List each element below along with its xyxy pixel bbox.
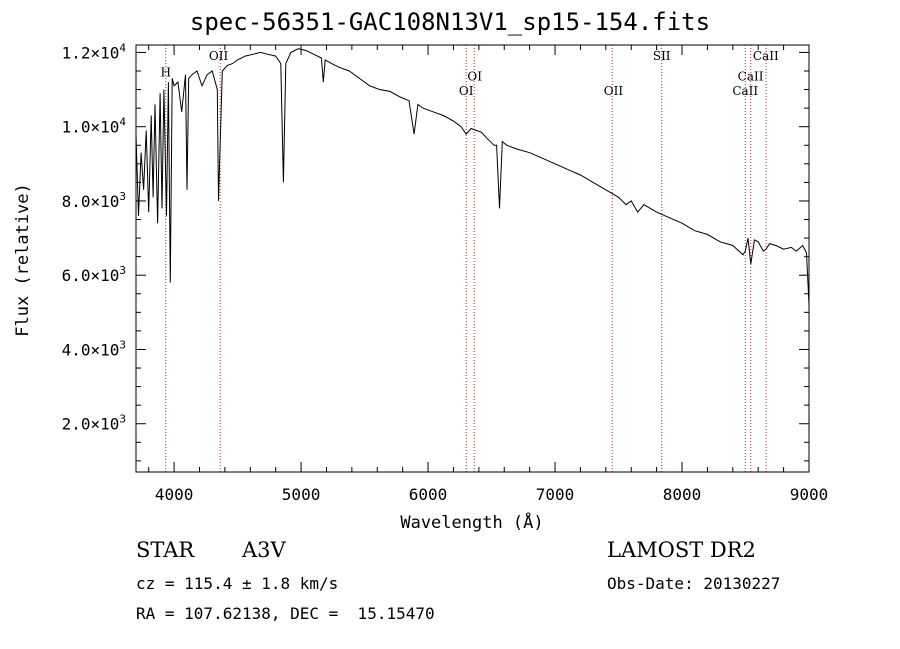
- chart-title: spec-56351-GAC108N13V1_sp15-154.fits: [189, 8, 711, 36]
- y-tick-label: 1.2×104: [62, 41, 127, 62]
- line-annotation: CaII: [732, 84, 758, 98]
- line-annotation: OI: [467, 69, 482, 83]
- x-tick-label: 5000: [282, 485, 321, 504]
- subclass: A3V: [242, 538, 286, 562]
- obs-date: Obs-Date: 20130227: [607, 574, 781, 593]
- line-markers: [165, 45, 767, 472]
- survey-name: LAMOST DR2: [607, 538, 756, 562]
- line-annotation: OII: [209, 49, 229, 63]
- x-tick-label: 4000: [155, 485, 194, 504]
- y-tick-label: 6.0×103: [62, 264, 126, 285]
- x-tick-label: 6000: [409, 485, 448, 504]
- line-annotation: H: [160, 66, 170, 80]
- spectrum-line: [135, 48, 810, 305]
- y-tick-label: 4.0×103: [62, 338, 126, 359]
- line-annotation: OI: [459, 84, 474, 98]
- line-annotation: SII: [653, 49, 671, 63]
- plot-frame: [135, 44, 810, 473]
- x-tick-label: 9000: [790, 485, 829, 504]
- object-class: STAR: [136, 538, 195, 562]
- y-axis-label: Flux (relative): [13, 183, 33, 337]
- y-tick-label: 1.0×104: [62, 116, 127, 137]
- line-annotation: CaII: [738, 69, 764, 83]
- y-tick-label: 8.0×103: [62, 190, 126, 211]
- y-tick-label: 2.0×103: [62, 413, 126, 434]
- x-tick-label: 8000: [663, 485, 702, 504]
- x-axis-ticks: 4000 5000 6000 7000 8000 9000: [148, 45, 829, 504]
- line-annotation: CaII: [753, 49, 779, 63]
- x-axis-label: Wavelength (Å): [400, 511, 543, 533]
- coordinates: RA = 107.62138, DEC = 15.15470: [136, 604, 435, 623]
- line-annotation: OII: [604, 84, 624, 98]
- y-axis-ticks: 2.0×103 4.0×103 6.0×103 8.0×103 1.0×104 1.2×1…: [62, 41, 809, 462]
- x-tick-label: 7000: [536, 485, 575, 504]
- velocity-text: cz = 115.4 ± 1.8 km/s: [136, 574, 339, 593]
